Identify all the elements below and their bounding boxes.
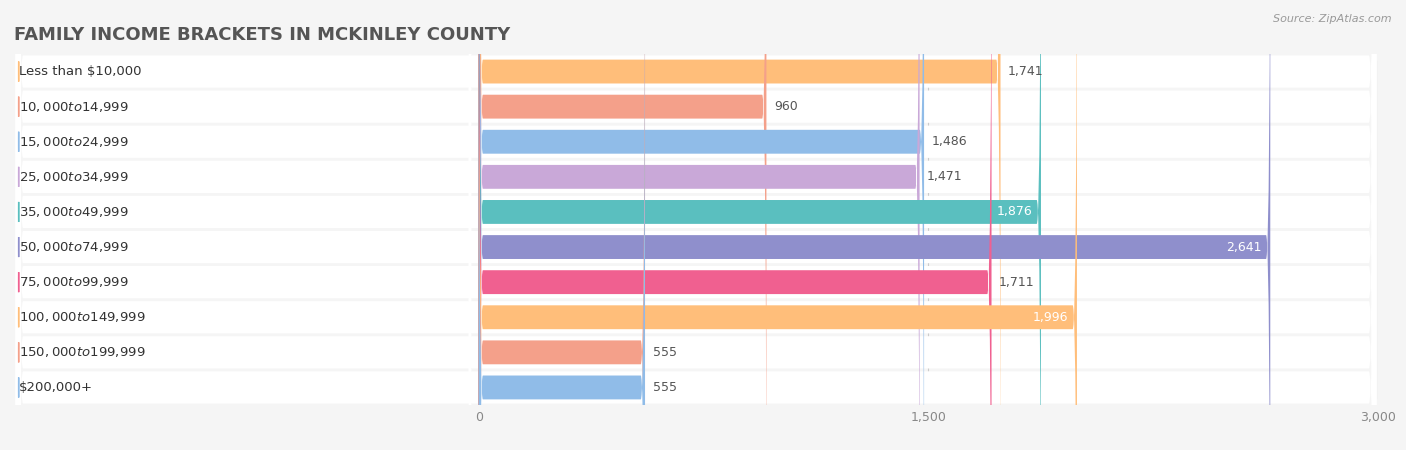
Text: 1,996: 1,996 xyxy=(1032,311,1069,324)
Text: 1,741: 1,741 xyxy=(1008,65,1043,78)
FancyBboxPatch shape xyxy=(15,0,1376,450)
Text: Source: ZipAtlas.com: Source: ZipAtlas.com xyxy=(1274,14,1392,23)
FancyBboxPatch shape xyxy=(18,0,471,450)
Text: $100,000 to $149,999: $100,000 to $149,999 xyxy=(18,310,145,324)
FancyBboxPatch shape xyxy=(478,0,1001,450)
Text: $75,000 to $99,999: $75,000 to $99,999 xyxy=(18,275,128,289)
Text: 1,471: 1,471 xyxy=(927,171,963,183)
Text: $50,000 to $74,999: $50,000 to $74,999 xyxy=(18,240,128,254)
FancyBboxPatch shape xyxy=(15,0,1376,450)
FancyBboxPatch shape xyxy=(18,0,471,450)
FancyBboxPatch shape xyxy=(478,0,766,450)
FancyBboxPatch shape xyxy=(18,0,471,450)
Text: $150,000 to $199,999: $150,000 to $199,999 xyxy=(18,345,145,360)
FancyBboxPatch shape xyxy=(478,0,645,450)
FancyBboxPatch shape xyxy=(478,0,991,450)
FancyBboxPatch shape xyxy=(15,0,1376,450)
FancyBboxPatch shape xyxy=(478,0,924,450)
Text: 1,711: 1,711 xyxy=(1000,276,1035,288)
Text: $10,000 to $14,999: $10,000 to $14,999 xyxy=(18,99,128,114)
Text: 555: 555 xyxy=(652,381,676,394)
FancyBboxPatch shape xyxy=(15,0,1376,450)
Text: 960: 960 xyxy=(773,100,797,113)
Text: 2,641: 2,641 xyxy=(1226,241,1261,253)
FancyBboxPatch shape xyxy=(15,0,1376,450)
Text: 1,876: 1,876 xyxy=(997,206,1032,218)
FancyBboxPatch shape xyxy=(478,0,1040,450)
FancyBboxPatch shape xyxy=(18,0,471,450)
Text: 1,486: 1,486 xyxy=(932,135,967,148)
FancyBboxPatch shape xyxy=(18,0,471,450)
FancyBboxPatch shape xyxy=(18,0,471,450)
Text: $200,000+: $200,000+ xyxy=(18,381,93,394)
Text: $15,000 to $24,999: $15,000 to $24,999 xyxy=(18,135,128,149)
Text: FAMILY INCOME BRACKETS IN MCKINLEY COUNTY: FAMILY INCOME BRACKETS IN MCKINLEY COUNT… xyxy=(14,26,510,44)
FancyBboxPatch shape xyxy=(15,0,1376,450)
FancyBboxPatch shape xyxy=(15,0,1376,450)
FancyBboxPatch shape xyxy=(478,0,1270,450)
FancyBboxPatch shape xyxy=(478,0,920,450)
FancyBboxPatch shape xyxy=(478,0,645,450)
FancyBboxPatch shape xyxy=(18,0,471,450)
Text: 555: 555 xyxy=(652,346,676,359)
FancyBboxPatch shape xyxy=(18,0,471,450)
Text: $25,000 to $34,999: $25,000 to $34,999 xyxy=(18,170,128,184)
FancyBboxPatch shape xyxy=(18,0,471,450)
FancyBboxPatch shape xyxy=(18,0,471,450)
Text: Less than $10,000: Less than $10,000 xyxy=(18,65,141,78)
FancyBboxPatch shape xyxy=(15,0,1376,450)
FancyBboxPatch shape xyxy=(15,0,1376,450)
Text: $35,000 to $49,999: $35,000 to $49,999 xyxy=(18,205,128,219)
FancyBboxPatch shape xyxy=(478,0,1077,450)
FancyBboxPatch shape xyxy=(15,0,1376,450)
